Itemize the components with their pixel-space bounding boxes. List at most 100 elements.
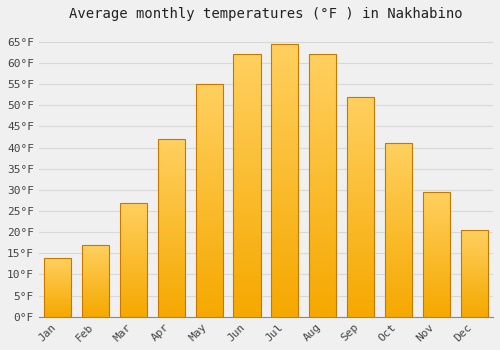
- Bar: [460, 280, 488, 282]
- Bar: [158, 264, 185, 267]
- Bar: [196, 84, 223, 89]
- Bar: [271, 115, 298, 120]
- Bar: [271, 142, 298, 148]
- Bar: [82, 255, 109, 257]
- Bar: [44, 294, 72, 295]
- Bar: [347, 255, 374, 260]
- Bar: [196, 228, 223, 233]
- Bar: [196, 103, 223, 107]
- Bar: [309, 238, 336, 243]
- Bar: [422, 257, 450, 259]
- Bar: [347, 286, 374, 290]
- Bar: [82, 292, 109, 294]
- Bar: [347, 198, 374, 202]
- Bar: [234, 275, 260, 280]
- Bar: [82, 252, 109, 253]
- Bar: [347, 216, 374, 220]
- Bar: [385, 313, 412, 317]
- Bar: [385, 275, 412, 279]
- Bar: [120, 251, 147, 253]
- Bar: [460, 256, 488, 258]
- Bar: [385, 220, 412, 223]
- Bar: [309, 164, 336, 170]
- Bar: [309, 248, 336, 254]
- Bar: [347, 185, 374, 189]
- Bar: [196, 275, 223, 280]
- Bar: [385, 240, 412, 244]
- Bar: [158, 175, 185, 178]
- Bar: [309, 65, 336, 70]
- Bar: [385, 182, 412, 185]
- Bar: [196, 294, 223, 298]
- Bar: [120, 285, 147, 287]
- Bar: [44, 304, 72, 305]
- Bar: [460, 272, 488, 273]
- Bar: [234, 280, 260, 285]
- Bar: [347, 290, 374, 295]
- Bar: [271, 153, 298, 159]
- Bar: [196, 284, 223, 289]
- Bar: [460, 304, 488, 306]
- Bar: [460, 315, 488, 317]
- Bar: [422, 207, 450, 209]
- Bar: [422, 294, 450, 297]
- Bar: [309, 154, 336, 159]
- Bar: [460, 310, 488, 312]
- Bar: [271, 202, 298, 208]
- Bar: [82, 304, 109, 305]
- Bar: [44, 288, 72, 289]
- Bar: [196, 93, 223, 98]
- Bar: [309, 96, 336, 102]
- Bar: [385, 147, 412, 150]
- Bar: [120, 203, 147, 317]
- Bar: [347, 167, 374, 172]
- Bar: [234, 149, 260, 154]
- Bar: [460, 312, 488, 313]
- Bar: [82, 284, 109, 285]
- Bar: [460, 253, 488, 254]
- Bar: [460, 266, 488, 268]
- Bar: [234, 86, 260, 91]
- Bar: [385, 216, 412, 220]
- Bar: [385, 261, 412, 265]
- Bar: [120, 246, 147, 248]
- Bar: [196, 145, 223, 149]
- Bar: [271, 251, 298, 257]
- Title: Average monthly temperatures (°F ) in Nakhabino: Average monthly temperatures (°F ) in Na…: [69, 7, 462, 21]
- Bar: [385, 310, 412, 313]
- Bar: [385, 303, 412, 306]
- Bar: [196, 242, 223, 247]
- Bar: [44, 276, 72, 278]
- Bar: [309, 264, 336, 270]
- Bar: [82, 265, 109, 266]
- Bar: [309, 180, 336, 186]
- Bar: [196, 238, 223, 242]
- Bar: [196, 219, 223, 224]
- Bar: [271, 126, 298, 131]
- Bar: [82, 259, 109, 261]
- Bar: [234, 254, 260, 259]
- Bar: [234, 270, 260, 275]
- Bar: [82, 253, 109, 255]
- Bar: [234, 201, 260, 206]
- Bar: [82, 308, 109, 310]
- Bar: [309, 128, 336, 133]
- Bar: [120, 296, 147, 299]
- Bar: [271, 279, 298, 284]
- Bar: [385, 150, 412, 154]
- Bar: [44, 301, 72, 303]
- Bar: [158, 253, 185, 257]
- Bar: [309, 228, 336, 233]
- Bar: [271, 120, 298, 126]
- Bar: [460, 265, 488, 266]
- Bar: [309, 206, 336, 212]
- Bar: [158, 146, 185, 150]
- Bar: [120, 232, 147, 234]
- Bar: [422, 227, 450, 229]
- Bar: [347, 97, 374, 101]
- Bar: [422, 234, 450, 237]
- Bar: [196, 149, 223, 154]
- Bar: [271, 49, 298, 55]
- Bar: [234, 70, 260, 76]
- Bar: [460, 308, 488, 310]
